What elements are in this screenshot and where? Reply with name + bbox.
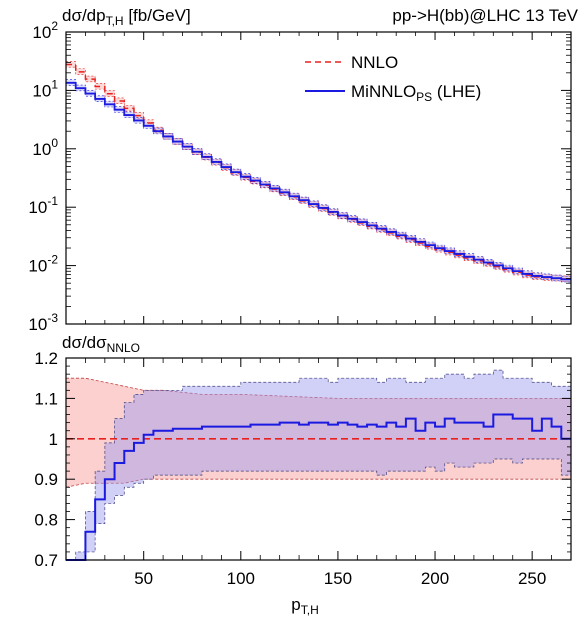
main-y-tick-label: 10-1 <box>28 194 58 217</box>
ratio-y-tick-label: 0.9 <box>34 470 58 489</box>
main-y-tick-labels: 102 101 100 10-1 10-2 10-3 <box>28 19 58 334</box>
ratio-y-tick-label: 1 <box>49 430 58 449</box>
x-tick-labels: 50 100 150 200 250 <box>134 569 546 588</box>
ratio-y-tick-label: 0.7 <box>34 551 58 570</box>
x-tick-label: 100 <box>227 569 255 588</box>
main-y-tick-label: 100 <box>32 136 58 159</box>
ratio-y-tick-labels: 1.2 1.1 1 0.9 0.8 0.7 <box>34 349 58 570</box>
legend-minnlo-label: MiNNLOPS (LHE) <box>351 82 481 104</box>
x-tick-label: 150 <box>324 569 352 588</box>
ratio-y-tick-label: 1.1 <box>34 389 58 408</box>
ratio-y-axis-label: dσ/dσNNLO <box>62 333 140 355</box>
ratio-panel: 1.2 1.1 1 0.9 0.8 0.7 50 100 150 200 250 dσ/dσNNL… <box>34 333 572 617</box>
legend-nnlo-label: NNLO <box>351 53 398 72</box>
x-axis-label: pT,H <box>291 595 318 617</box>
ratio-band-minnlo <box>66 369 572 561</box>
ratio-ticks <box>66 357 572 561</box>
ratio-y-tick-label: 1.2 <box>34 349 58 368</box>
x-tick-label: 250 <box>518 569 546 588</box>
x-tick-label: 50 <box>134 569 153 588</box>
x-tick-label: 200 <box>421 569 449 588</box>
main-ticks <box>66 31 572 325</box>
chart-title: pp->H(bb)@LHC 13 TeV <box>392 6 578 25</box>
main-y-tick-label: 102 <box>32 19 58 42</box>
main-y-tick-label: 10-2 <box>28 253 58 276</box>
main-y-tick-label: 101 <box>32 77 58 100</box>
main-lines <box>66 63 571 281</box>
ratio-y-tick-label: 0.8 <box>34 511 58 530</box>
main-y-axis-label: dσ/dpT,H [fb/GeV] <box>62 6 191 28</box>
ratio-line-minnlo <box>66 413 571 561</box>
main-line-minnlo <box>66 81 571 281</box>
legend: NNLO MiNNLOPS (LHE) <box>305 53 481 104</box>
ratio-lines <box>66 413 571 561</box>
main-y-tick-label: 10-3 <box>28 311 58 334</box>
ratio-bands <box>65 369 572 561</box>
